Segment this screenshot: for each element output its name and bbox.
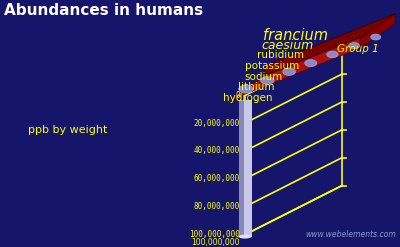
Bar — [244, 100, 252, 237]
Ellipse shape — [349, 43, 360, 49]
Text: hydrogen: hydrogen — [223, 93, 273, 103]
Ellipse shape — [305, 60, 317, 66]
Text: 40,000,000: 40,000,000 — [194, 146, 240, 156]
Text: caesium: caesium — [262, 39, 314, 52]
Text: lithium: lithium — [238, 82, 274, 92]
Text: 20,000,000: 20,000,000 — [194, 119, 240, 128]
Polygon shape — [265, 14, 395, 76]
Polygon shape — [360, 14, 395, 48]
Text: 0: 0 — [235, 91, 240, 100]
Text: 100,000,000: 100,000,000 — [189, 230, 240, 239]
Text: francium: francium — [264, 28, 328, 43]
Text: ppb by weight: ppb by weight — [28, 124, 108, 135]
Ellipse shape — [238, 235, 252, 239]
Ellipse shape — [261, 77, 274, 84]
Ellipse shape — [283, 68, 296, 75]
Text: rubidium: rubidium — [256, 50, 304, 60]
Ellipse shape — [371, 34, 381, 40]
Text: Abundances in humans: Abundances in humans — [4, 3, 203, 18]
Text: 100,000,000: 100,000,000 — [192, 238, 240, 247]
Polygon shape — [230, 23, 395, 100]
Bar — [238, 100, 244, 237]
Ellipse shape — [239, 85, 253, 93]
Text: Group 1: Group 1 — [337, 44, 379, 54]
Text: sodium: sodium — [245, 72, 283, 82]
Ellipse shape — [327, 51, 338, 58]
Text: 80,000,000: 80,000,000 — [194, 202, 240, 211]
Text: www.webelements.com: www.webelements.com — [305, 229, 396, 239]
Text: potassium: potassium — [245, 61, 299, 71]
Text: 60,000,000: 60,000,000 — [194, 174, 240, 183]
